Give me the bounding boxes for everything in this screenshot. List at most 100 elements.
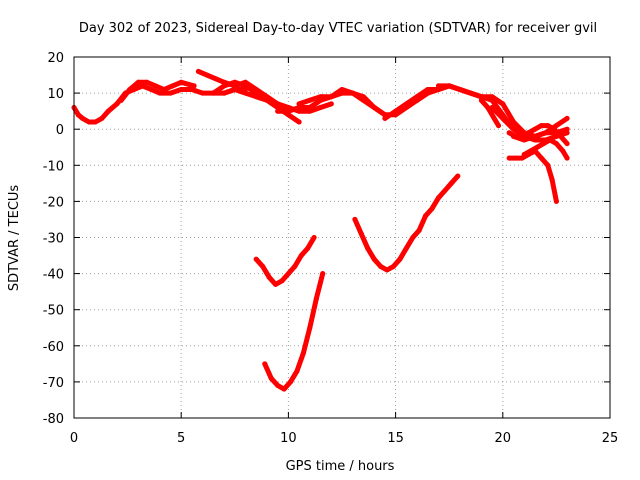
data-point bbox=[442, 188, 448, 194]
data-point bbox=[307, 325, 313, 331]
data-point bbox=[294, 368, 300, 374]
data-point bbox=[262, 361, 268, 367]
data-point bbox=[300, 350, 306, 356]
data-point bbox=[307, 97, 313, 103]
data-point bbox=[506, 155, 512, 161]
series-line-arc-dip-c bbox=[352, 173, 461, 273]
data-point bbox=[371, 256, 377, 262]
y-tick-label: -20 bbox=[43, 195, 64, 210]
data-point bbox=[307, 105, 313, 110]
data-point bbox=[500, 101, 506, 107]
data-point bbox=[468, 90, 474, 96]
data-point bbox=[446, 83, 452, 89]
data-point bbox=[221, 90, 227, 96]
data-point bbox=[489, 97, 495, 103]
data-point bbox=[519, 155, 525, 161]
data-point bbox=[80, 115, 86, 121]
data-point bbox=[560, 148, 566, 154]
data-point bbox=[511, 126, 516, 132]
data-point bbox=[148, 87, 154, 92]
data-point bbox=[275, 101, 281, 107]
y-tick-label: 20 bbox=[47, 51, 64, 66]
data-point bbox=[485, 105, 491, 110]
data-point bbox=[547, 137, 553, 143]
data-point bbox=[378, 263, 384, 269]
axis-ticks: 0 5 10 15 20 25 -80 -70 -60 -50 -40 -30 -20 -10 0 10 20 bbox=[43, 51, 619, 446]
data-point bbox=[243, 83, 248, 89]
series-line-arc-dip-a bbox=[253, 235, 317, 287]
data-point bbox=[213, 76, 218, 82]
data-point bbox=[279, 278, 285, 284]
data-point bbox=[189, 87, 195, 92]
data-point bbox=[553, 198, 559, 204]
y-tick-label: -80 bbox=[43, 412, 64, 427]
data-point bbox=[558, 133, 564, 139]
data-point bbox=[425, 90, 431, 96]
data-point bbox=[288, 379, 293, 385]
data-point bbox=[538, 123, 544, 129]
data-point bbox=[328, 101, 334, 107]
data-point bbox=[266, 274, 272, 280]
data-point bbox=[135, 79, 141, 85]
data-point bbox=[170, 83, 176, 89]
data-point bbox=[506, 130, 512, 136]
data-point bbox=[513, 133, 519, 139]
data-point bbox=[532, 148, 538, 154]
data-point bbox=[305, 245, 311, 251]
data-point bbox=[313, 296, 319, 302]
data-point bbox=[410, 235, 416, 240]
data-point bbox=[118, 97, 124, 103]
data-point bbox=[543, 130, 549, 136]
data-point bbox=[296, 101, 302, 107]
y-tick-label: -50 bbox=[43, 304, 64, 319]
data-point bbox=[195, 68, 201, 74]
data-point bbox=[551, 126, 557, 132]
data-point bbox=[144, 79, 150, 85]
data-point bbox=[298, 253, 304, 258]
data-point bbox=[489, 105, 495, 110]
series-line-arc-dip-b bbox=[262, 271, 326, 392]
data-point bbox=[371, 105, 377, 110]
data-point bbox=[500, 115, 506, 121]
data-point bbox=[496, 123, 501, 129]
data-point bbox=[275, 383, 281, 388]
data-point bbox=[232, 79, 238, 85]
y-axis-label: SDTVAR / TECUs bbox=[7, 185, 22, 292]
data-point bbox=[519, 133, 525, 139]
data-point bbox=[414, 97, 420, 103]
data-point bbox=[436, 195, 441, 201]
data-point bbox=[360, 97, 366, 103]
y-tick-label: -40 bbox=[43, 268, 64, 283]
x-tick-label: 20 bbox=[495, 431, 512, 446]
data-point bbox=[526, 130, 531, 136]
data-point bbox=[191, 83, 197, 89]
data-point bbox=[200, 90, 206, 96]
data-point bbox=[545, 162, 551, 168]
x-tick-label: 10 bbox=[280, 431, 297, 446]
data-point bbox=[538, 155, 544, 161]
data-point bbox=[491, 115, 497, 121]
data-point bbox=[221, 83, 227, 89]
data-point bbox=[168, 90, 173, 96]
data-point bbox=[478, 97, 484, 103]
data-point bbox=[204, 72, 210, 78]
data-point bbox=[545, 123, 551, 129]
data-point bbox=[210, 90, 216, 96]
data-point bbox=[178, 79, 184, 85]
data-point bbox=[553, 141, 559, 147]
data-point bbox=[318, 94, 324, 100]
y-tick-label: -60 bbox=[43, 340, 64, 355]
data-point bbox=[393, 108, 399, 114]
data-point bbox=[153, 83, 158, 89]
x-tick-label: 5 bbox=[177, 431, 185, 446]
data-point bbox=[513, 155, 519, 161]
data-point bbox=[564, 141, 570, 147]
data-point bbox=[532, 126, 538, 132]
series-line-arc-late-down bbox=[478, 97, 501, 129]
data-point bbox=[511, 119, 516, 125]
data-point bbox=[403, 245, 409, 251]
y-tick-label: -30 bbox=[43, 232, 64, 247]
data-point bbox=[429, 206, 435, 212]
y-tick-label: -70 bbox=[43, 376, 64, 391]
